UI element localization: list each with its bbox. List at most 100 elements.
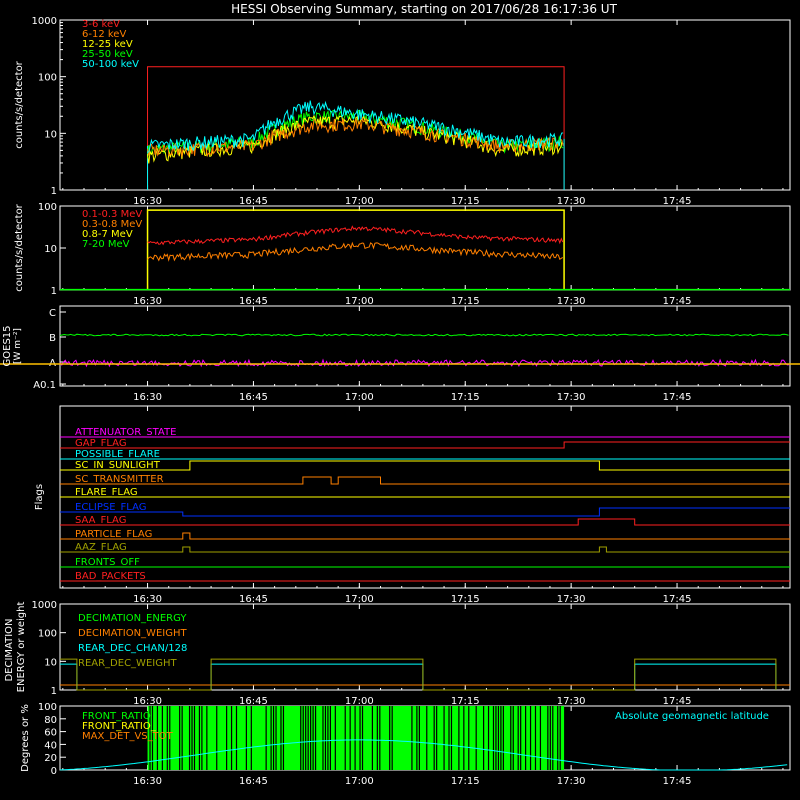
legend-entry: 12-25 keV <box>82 39 133 50</box>
panel-frame-2 <box>59 205 791 291</box>
y-tick-label: 100 <box>38 702 57 713</box>
plot-title: HESSI Observing Summary, starting on 201… <box>231 2 617 16</box>
legend-entry: FRONT_RATIO_ <box>82 721 157 732</box>
y-tick-label: 40 <box>44 740 57 751</box>
flag-line-gap-flag <box>60 441 790 449</box>
y-tick-label: 1000 <box>32 600 57 611</box>
front-ratio-fill <box>147 706 565 770</box>
flag-label: SC_IN_SUNLIGHT <box>75 460 161 471</box>
series-line-4 <box>147 100 564 153</box>
y-axis-label: GOES15 <box>2 325 13 366</box>
flag-line-sc-transmitter <box>60 476 790 485</box>
rear-dec-weight-line <box>60 658 777 691</box>
flag-label: POSSIBLE_FLARE <box>75 449 160 460</box>
x-tick-label: 17:15 <box>451 776 480 787</box>
y-tick-label: 10 <box>44 657 57 668</box>
legend-entry: DECIMATION_WEIGHT <box>78 628 187 639</box>
flag-line-eclipse-flag <box>60 507 790 517</box>
flag-label: ECLIPSE_FLAG <box>75 502 146 513</box>
legend-entry: 6-12 keV <box>82 29 126 40</box>
x-tick-label: 17:00 <box>345 196 374 207</box>
y-tick-label: 20 <box>44 753 57 764</box>
y-tick-label: 10 <box>44 129 57 140</box>
x-tick-label: 16:45 <box>239 296 268 307</box>
legend-entry: 50-100 keV <box>82 59 139 70</box>
flag-line-aaz-flag <box>60 546 790 553</box>
x-tick-label: 17:15 <box>451 196 480 207</box>
flag-label: BAD_PACKETS <box>75 571 146 582</box>
flag-label: FRONTS_OFF <box>75 557 140 568</box>
x-tick-label: 17:30 <box>557 296 586 307</box>
flag-line-particle-flag <box>60 532 790 540</box>
x-tick-label: 16:30 <box>133 296 162 307</box>
legend-entry: 0.8-7 MeV <box>82 229 133 240</box>
x-tick-label: 16:30 <box>133 392 162 403</box>
y-tick-label: 80 <box>44 715 57 726</box>
x-tick-label: 16:45 <box>239 776 268 787</box>
y-tick-label: 100 <box>38 73 57 84</box>
legend-entry: DECIMATION_ENERGY <box>78 613 187 624</box>
legend-entry: 0.1-0.3 MeV <box>82 209 142 220</box>
y-axis-label: counts/s/detector <box>14 203 25 291</box>
y-axis-label: DECIMATION <box>4 618 15 681</box>
legend-entry: MAX_DET_VS_TOT <box>82 731 174 742</box>
x-tick-label: 17:30 <box>557 696 586 707</box>
x-tick-label: 17:30 <box>557 392 586 403</box>
x-tick-label: 17:30 <box>557 196 586 207</box>
y-tick-label: 1 <box>51 686 57 697</box>
x-tick-label: 16:30 <box>133 594 162 605</box>
flag-label: PARTICLE_FLAG <box>75 529 152 540</box>
legend-entry: REAR_DEC_CHAN/128 <box>78 643 187 654</box>
legend-entry: FRONT_RATIO <box>82 711 151 722</box>
series-line-0-3-0-8-mev <box>147 241 563 262</box>
x-tick-label: 17:45 <box>663 696 692 707</box>
x-tick-label: 17:30 <box>557 776 586 787</box>
legend-entry: 7-20 MeV <box>82 239 130 250</box>
x-tick-label: 17:45 <box>663 296 692 307</box>
x-tick-label: 17:45 <box>663 392 692 403</box>
y-tick-label: 1 <box>51 286 57 297</box>
flag-label: SC_TRANSMITTER <box>75 474 164 485</box>
x-tick-label: 17:15 <box>451 594 480 605</box>
x-tick-label: 17:45 <box>663 196 692 207</box>
x-tick-label: 17:00 <box>345 594 374 605</box>
geomagnetic-latitude-line <box>59 739 788 771</box>
series-line-3-6-kev <box>147 66 565 190</box>
y-axis-label: ENERGY or weight <box>16 602 27 693</box>
flag-label: ATTENUATOR_STATE <box>75 427 176 438</box>
y-tick-label: 100 <box>38 629 57 640</box>
flag-label: AAZ_FLAG <box>75 542 127 553</box>
x-tick-label: 16:30 <box>133 696 162 707</box>
y-tick-label: 1 <box>51 186 57 197</box>
x-tick-label: 17:00 <box>345 296 374 307</box>
legend-entry: Absolute geomagnetic latitude <box>615 711 769 722</box>
x-tick-label: 16:30 <box>133 776 162 787</box>
panel-frame-3 <box>59 305 791 387</box>
x-tick-label: 17:15 <box>451 392 480 403</box>
y-axis-label: counts/s/detector <box>14 60 25 148</box>
y-axis-label: [W m⁻²] <box>13 328 23 364</box>
y-tick-label: B <box>49 333 56 344</box>
flag-line-sc-in-sunlight <box>60 460 790 471</box>
y-axis-label: Flags <box>34 484 45 510</box>
y-tick-label: C <box>49 308 56 319</box>
flag-label: FLARE_FLAG <box>75 487 138 498</box>
panel-frame-1 <box>59 19 791 191</box>
legend-entry: 3-6 keV <box>82 19 120 30</box>
flag-label: SAA_FLAG <box>75 515 126 526</box>
flag-label: GAP_FLAG <box>75 438 127 449</box>
x-tick-label: 16:45 <box>239 594 268 605</box>
legend-entry: 25-50 keV <box>82 49 133 60</box>
y-tick-label: 60 <box>44 728 57 739</box>
legend-entry: 0.3-0.8 MeV <box>82 219 142 230</box>
x-tick-label: 16:30 <box>133 196 162 207</box>
x-tick-label: 16:45 <box>239 696 268 707</box>
y-tick-label: A0.1 <box>33 380 56 391</box>
flag-line-saa-flag <box>60 518 790 526</box>
series-line-0-1-0-3-mev <box>147 225 564 246</box>
x-tick-label: 17:15 <box>451 296 480 307</box>
series-line-3 <box>147 109 564 159</box>
x-tick-label: 17:00 <box>345 392 374 403</box>
y-tick-label: 1000 <box>32 16 57 27</box>
